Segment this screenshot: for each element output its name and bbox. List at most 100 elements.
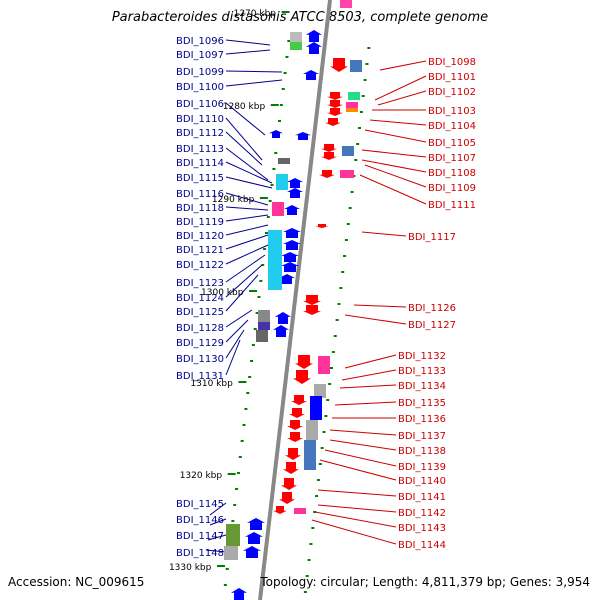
left-gene-label: BDI_1097 [176,50,224,61]
right-gene-label: BDI_1138 [398,446,446,457]
right-gene-connector [324,449,397,467]
forward-gene-arrow [243,546,261,558]
left-gene-label: BDI_1120 [176,231,224,242]
forward-gene-arrow [306,30,322,42]
left-gene-label: BDI_1115 [176,173,224,184]
right-gene-connector [344,354,397,369]
track-dot [236,472,240,474]
right-gene-label: BDI_1143 [398,523,446,534]
left-gene-label: BDI_1116 [176,189,224,200]
forward-gene-arrow [284,205,300,215]
track-dot [344,239,348,241]
right-gene-connector [344,314,407,325]
gene-block [306,420,318,440]
left-gene-connector [225,254,266,283]
gene-block [348,92,360,100]
forward-gene-arrow [281,252,299,262]
left-gene-label: BDI_1131 [176,371,224,382]
track-dot [350,191,354,193]
left-gene-label: BDI_1145 [176,499,224,510]
forward-gene-arrow [269,130,283,138]
track-dot [281,88,285,90]
right-gene-connector [361,149,427,158]
gene-block [258,322,270,330]
left-gene-connector [225,192,269,206]
reverse-gene-arrow [281,478,297,490]
left-gene-label: BDI_1147 [176,531,224,542]
reverse-gene-arrow [327,108,343,116]
right-gene-label: BDI_1111 [428,200,476,211]
track-dot [354,159,358,161]
ruler-label: 1320 kbp [180,471,223,481]
forward-gene-arrow [245,532,263,544]
left-gene-connector [225,117,263,161]
right-gene-connector [314,511,397,528]
left-gene-label: BDI_1099 [176,67,224,78]
left-gene-connector [225,176,273,189]
reverse-gene-arrow [325,118,341,126]
right-gene-connector [359,174,427,205]
forward-gene-arrow [275,312,291,324]
track-dot [253,328,257,330]
right-gene-label: BDI_1104 [428,121,476,132]
gene-block [290,32,302,42]
track-dot [257,296,261,298]
track-dot [272,168,276,170]
right-gene-label: BDI_1132 [398,351,446,362]
track-dot [318,463,322,465]
track-dot [316,479,320,481]
left-gene-connector [225,234,269,250]
gene-block [290,42,302,50]
track-dot [248,376,252,378]
track-dot [359,111,363,113]
left-gene-label: BDI_1100 [176,82,224,93]
left-gene-label: BDI_1113 [176,144,224,155]
track-dot [337,303,341,305]
reverse-gene-arrow [321,144,337,152]
accession-text: Accession: NC_009615 [8,575,145,589]
left-gene-connector [225,264,263,298]
right-gene-label: BDI_1105 [428,138,476,149]
right-gene-label: BDI_1135 [398,398,446,409]
right-gene-connector [317,504,397,513]
track-dot [320,447,324,449]
track-dot [233,504,237,506]
left-gene-connector [225,244,269,265]
reverse-gene-arrow [327,100,343,108]
reverse-gene-arrow [303,305,321,315]
track-dot [250,360,253,362]
left-gene-connector [225,329,245,359]
gene-block [278,158,290,164]
left-gene-connector [225,70,283,73]
track-dot [238,456,242,458]
track-dot [363,79,367,81]
left-gene-label: BDI_1118 [176,203,224,214]
track-dot [264,232,268,234]
gene-block [272,202,284,216]
backbone-line [258,0,332,600]
track-dot [266,216,270,218]
right-gene-connector [374,75,427,101]
track-dot [365,63,369,65]
left-gene-connector [225,206,269,211]
right-gene-label: BDI_1144 [398,540,446,551]
left-gene-connector [209,502,227,516]
track-dot [246,392,250,394]
track-dot [225,568,229,570]
gene-block [314,384,326,398]
right-gene-connector [379,60,427,71]
reverse-gene-arrow [330,58,348,72]
left-gene-label: BDI_1148 [176,548,224,559]
left-gene-connector [225,39,271,46]
left-gene-label: BDI_1119 [176,217,224,228]
track-dot [255,312,259,314]
gene-block [346,108,358,112]
track-dot [283,72,287,74]
left-gene-label: BDI_1096 [176,36,224,47]
right-gene-connector [339,384,397,389]
ruler-label: 1300 kbp [201,288,244,298]
track-dot [235,488,239,490]
right-gene-label: BDI_1098 [428,57,476,68]
track-dot [343,255,347,257]
right-gene-label: BDI_1101 [428,72,476,83]
